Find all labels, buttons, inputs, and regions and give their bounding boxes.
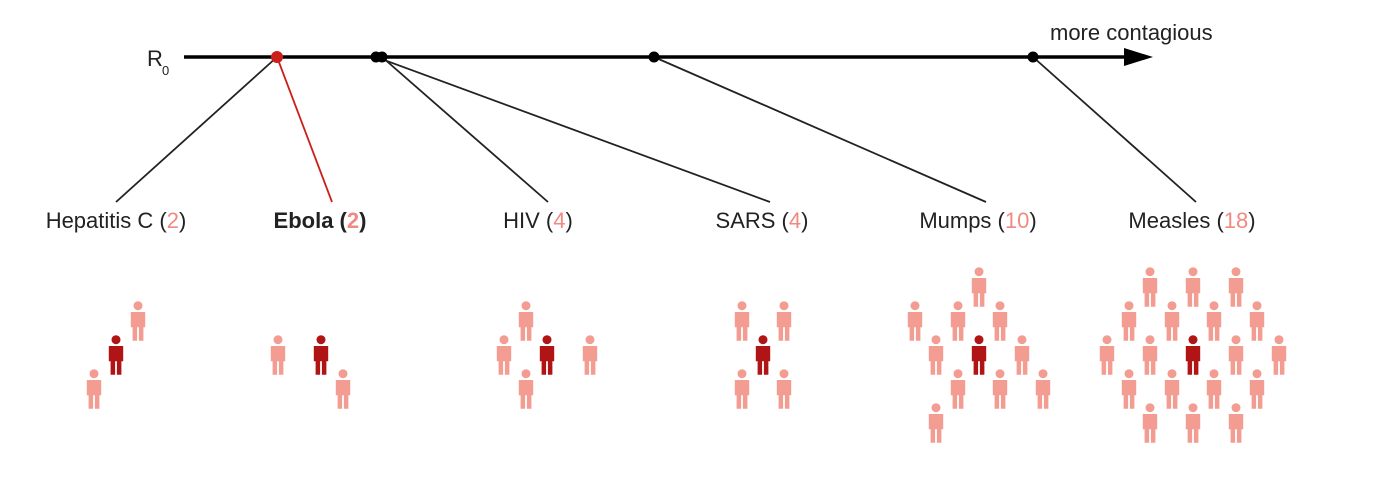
person-icon [971, 267, 987, 307]
axis-label-r: R [147, 46, 163, 71]
person-icon [1164, 369, 1180, 409]
disease-label-sars: SARS (4) [716, 208, 809, 233]
r0-axis: R 0 more contagious [147, 20, 1213, 78]
person-icon [734, 301, 750, 341]
connector-ebola [276, 56, 333, 203]
person-icon [1142, 335, 1158, 375]
person-clusters [86, 267, 1287, 443]
r0-value: 2 [347, 208, 359, 233]
connector-hiv [381, 56, 549, 203]
person-icon [1035, 369, 1051, 409]
disease-name: HIV ( [503, 208, 554, 233]
person-icon [1271, 335, 1287, 375]
person-icon-infected [971, 335, 987, 375]
arrow-head-icon [1124, 48, 1153, 66]
person-icon [1185, 267, 1201, 307]
disease-label-hiv: HIV (4) [503, 208, 573, 233]
cluster-hepatitis-c [86, 301, 146, 409]
person-icon [86, 369, 102, 409]
person-icon [1228, 267, 1244, 307]
cluster-hiv [496, 301, 598, 409]
axis-markers [271, 51, 1039, 63]
person-icon [130, 301, 146, 341]
person-icon [992, 301, 1008, 341]
person-icon [1142, 267, 1158, 307]
connector-measles [1032, 56, 1197, 203]
disease-name: Mumps ( [919, 208, 1005, 233]
axis-marker [1027, 51, 1039, 63]
closing-paren: ) [801, 208, 808, 233]
person-icon [1185, 403, 1201, 443]
person-icon [1249, 369, 1265, 409]
person-icon [1142, 403, 1158, 443]
person-icon-infected [108, 335, 124, 375]
closing-paren: ) [1248, 208, 1255, 233]
person-icon [1206, 369, 1222, 409]
closing-paren: ) [359, 208, 366, 233]
axis-label-subscript: 0 [162, 63, 169, 78]
connector-hepatitis-c [115, 56, 278, 203]
disease-label-ebola: Ebola (2) [274, 208, 367, 233]
cluster-measles [1099, 267, 1287, 443]
person-icon-infected [539, 335, 555, 375]
cluster-mumps [907, 267, 1051, 443]
disease-label-hepatitis-c: Hepatitis C (2) [46, 208, 187, 233]
closing-paren: ) [1029, 208, 1036, 233]
person-icon [518, 369, 534, 409]
disease-name: Ebola ( [274, 208, 348, 233]
person-icon [928, 403, 944, 443]
person-icon [1228, 403, 1244, 443]
person-icon [1014, 335, 1030, 375]
person-icon [734, 369, 750, 409]
person-icon [1206, 301, 1222, 341]
person-icon [270, 335, 286, 375]
person-icon [928, 335, 944, 375]
person-icon [582, 335, 598, 375]
cluster-sars [734, 301, 792, 409]
disease-label-mumps: Mumps (10) [919, 208, 1036, 233]
connector-sars [375, 56, 771, 203]
closing-paren: ) [566, 208, 573, 233]
disease-labels: Hepatitis C (2) Ebola (2) HIV (4) SARS (4) M… [46, 208, 1256, 233]
person-icon [1249, 301, 1265, 341]
person-icon [992, 369, 1008, 409]
person-icon [496, 335, 512, 375]
person-icon-infected [1185, 335, 1201, 375]
person-icon [1099, 335, 1115, 375]
person-icon [950, 369, 966, 409]
person-icon [1121, 301, 1137, 341]
person-icon [1164, 301, 1180, 341]
r0-value: 10 [1005, 208, 1029, 233]
direction-label: more contagious [1050, 20, 1213, 45]
connector-lines [115, 56, 1197, 203]
person-icon [1228, 335, 1244, 375]
disease-name: SARS ( [716, 208, 790, 233]
r0-value: 2 [167, 208, 179, 233]
person-icon [950, 301, 966, 341]
disease-name: Hepatitis C ( [46, 208, 168, 233]
axis-marker-highlight [271, 51, 283, 63]
person-icon [907, 301, 923, 341]
person-icon-infected [755, 335, 771, 375]
person-icon [776, 369, 792, 409]
person-icon [335, 369, 351, 409]
person-icon [776, 301, 792, 341]
person-icon [1121, 369, 1137, 409]
disease-name: Measles ( [1128, 208, 1224, 233]
r0-value: 4 [553, 208, 565, 233]
axis-marker [376, 51, 388, 63]
person-icon-infected [313, 335, 329, 375]
cluster-ebola [270, 335, 351, 409]
closing-paren: ) [179, 208, 186, 233]
r0-value: 4 [789, 208, 801, 233]
axis-marker [648, 51, 660, 63]
r0-value: 18 [1224, 208, 1248, 233]
disease-label-measles: Measles (18) [1128, 208, 1255, 233]
person-icon [518, 301, 534, 341]
connector-mumps [653, 56, 987, 203]
